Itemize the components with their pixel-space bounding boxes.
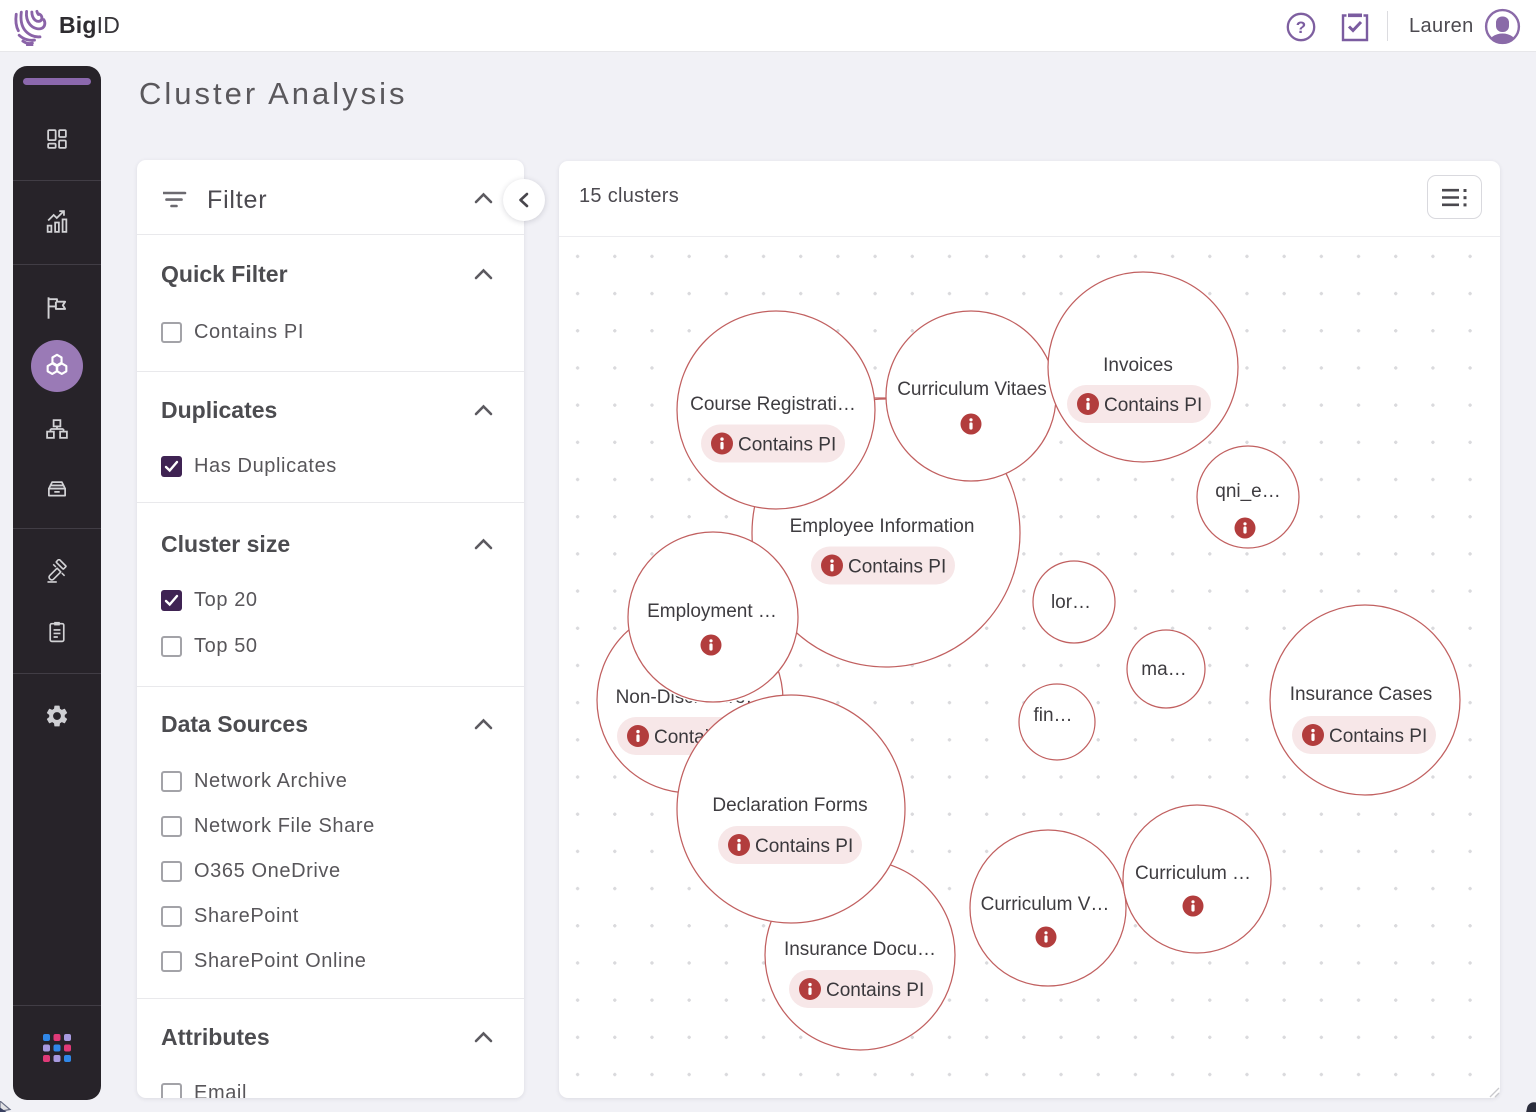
svg-text:Declaration Forms: Declaration Forms [712,795,867,816]
svg-text:Contains PI: Contains PI [738,435,836,456]
svg-text:Invoices: Invoices [1103,355,1173,376]
svg-text:Contains PI: Contains PI [848,557,946,578]
svg-text:Contains PI: Contains PI [1329,726,1427,747]
svg-text:Employee Information: Employee Information [790,516,975,537]
svg-text:Curriculum Vitaes: Curriculum Vitaes [897,379,1047,400]
svg-text:Contains PI: Contains PI [1104,395,1202,416]
svg-text:Insurance Docu…: Insurance Docu… [784,939,936,960]
svg-text:?: ? [1296,18,1306,37]
svg-text:qni_e…: qni_e… [1215,481,1281,502]
svg-text:Contains PI: Contains PI [755,836,853,857]
svg-text:fin…: fin… [1033,705,1072,726]
svg-text:lor…: lor… [1051,592,1091,613]
svg-text:ma…: ma… [1141,659,1186,680]
svg-text:Contains PI: Contains PI [826,980,924,1001]
svg-text:Curriculum …: Curriculum … [1135,863,1251,884]
svg-text:Curriculum V…: Curriculum V… [981,894,1110,915]
svg-text:Insurance Cases: Insurance Cases [1290,684,1433,705]
svg-text:Employment …: Employment … [647,601,777,622]
svg-text:Course Registrati…: Course Registrati… [690,394,856,415]
